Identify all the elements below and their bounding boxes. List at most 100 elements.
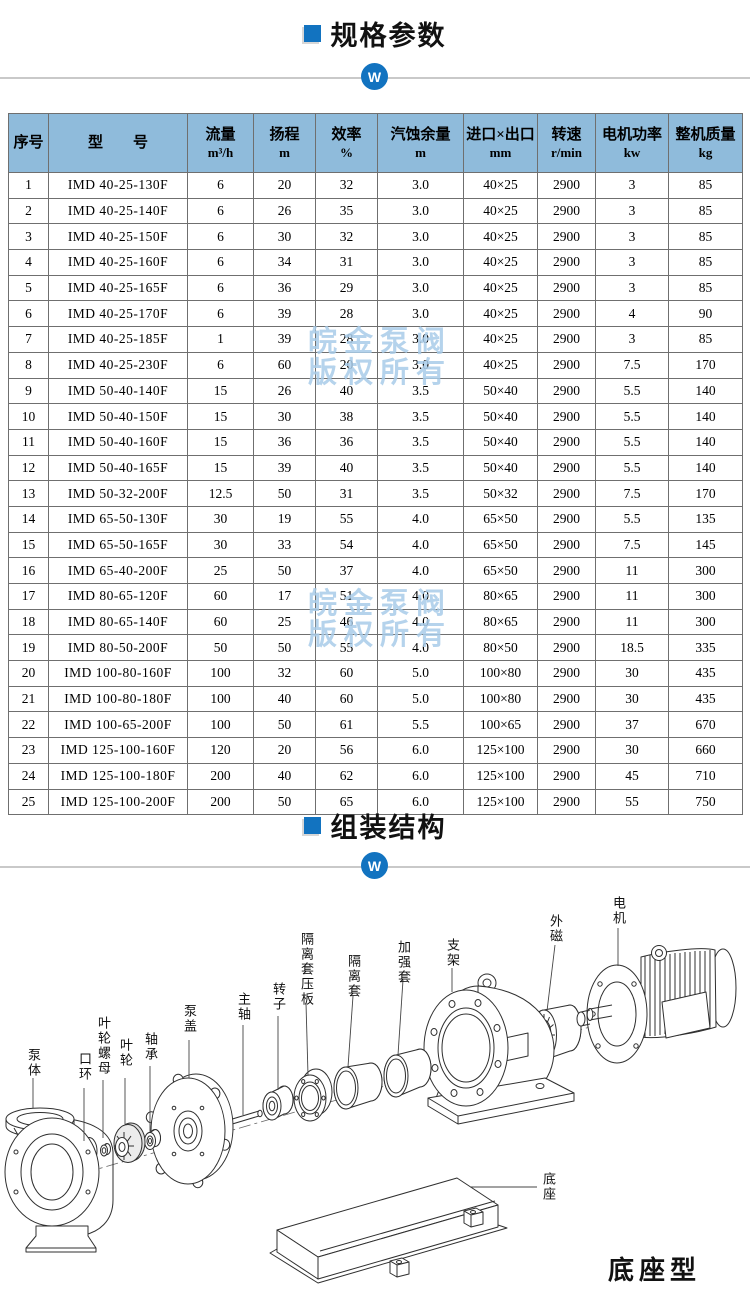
value-cell: 3: [8, 223, 49, 251]
value-cell: 7.5: [595, 531, 669, 559]
value-cell: 25: [187, 557, 254, 584]
value-cell: 3.0: [377, 223, 464, 251]
value-cell: 5.5: [595, 377, 669, 405]
part-containment-shell: [333, 1062, 383, 1110]
value-cell: 335: [668, 634, 743, 662]
value-cell: 8: [8, 351, 49, 379]
part-label-bracket: 支架: [445, 938, 460, 968]
spec-table: 序号型 号流量 m³/h 扬程 m 效率% 汽蚀余量 m 进口×出口 mm 转速 r/min 电机功率…: [8, 113, 743, 816]
value-cell: 30: [595, 737, 669, 764]
value-cell: 710: [668, 762, 743, 790]
value-cell: 6.0: [377, 762, 464, 790]
value-cell: 4.0: [377, 557, 464, 584]
table-header-row: 序号型 号流量 m³/h 扬程 m 效率% 汽蚀余量 m 进口×出口 mm 转速 r/min 电机功率…: [8, 113, 743, 173]
value-cell: 2900: [537, 172, 596, 199]
value-cell: 6.0: [377, 737, 464, 764]
value-cell: 60: [315, 685, 378, 713]
value-cell: 3.5: [377, 377, 464, 405]
value-cell: 170: [668, 351, 743, 379]
value-cell: 40×25: [463, 172, 538, 199]
value-cell: 660: [668, 737, 743, 764]
value-cell: 7.5: [595, 480, 669, 507]
value-cell: 3.5: [377, 480, 464, 507]
value-cell: 3: [595, 223, 669, 251]
value-cell: 16: [8, 557, 49, 584]
model-cell: IMD 125-100-200F: [48, 788, 188, 816]
value-cell: 19: [8, 634, 49, 662]
part-bracket: [423, 973, 575, 1125]
column-header: 转速 r/min: [537, 113, 596, 173]
part-label-pump-cover: 泵盖: [182, 1004, 197, 1034]
value-cell: 11: [8, 428, 49, 456]
value-cell: 40×25: [463, 274, 538, 302]
value-cell: 4.0: [377, 634, 464, 662]
value-cell: 135: [668, 505, 743, 533]
value-cell: 28: [315, 326, 378, 353]
value-cell: 670: [668, 711, 743, 739]
value-cell: 5.5: [595, 428, 669, 456]
value-cell: 30: [253, 403, 316, 430]
table-row: 5 IMD 40-25-165F 6 36 29 3.0 40×25 2900 3 85: [8, 274, 743, 302]
value-cell: 125×100: [463, 737, 538, 764]
value-cell: 5.5: [595, 454, 669, 482]
model-cell: IMD 100-80-160F: [48, 660, 188, 687]
column-header: 进口×出口 mm: [463, 113, 538, 173]
value-cell: 1: [187, 326, 254, 353]
value-cell: 2900: [537, 197, 596, 225]
value-cell: 65×50: [463, 505, 538, 533]
value-cell: 61: [315, 711, 378, 739]
column-header: 型 号: [48, 113, 188, 173]
value-cell: 200: [187, 788, 254, 816]
value-cell: 100×80: [463, 660, 538, 687]
value-cell: 60: [187, 608, 254, 636]
value-cell: 435: [668, 685, 743, 713]
value-cell: 51: [315, 583, 378, 610]
value-cell: 5.5: [595, 403, 669, 430]
value-cell: 50×40: [463, 428, 538, 456]
value-cell: 7: [8, 326, 49, 353]
value-cell: 60: [315, 660, 378, 687]
value-cell: 140: [668, 377, 743, 405]
value-cell: 200: [187, 762, 254, 790]
value-cell: 6: [187, 274, 254, 302]
value-cell: 25: [253, 608, 316, 636]
value-cell: 2900: [537, 711, 596, 739]
brand-badge-letter: W: [367, 857, 382, 874]
value-cell: 5.5: [595, 505, 669, 533]
section-title-specs: 规格参数: [0, 14, 750, 53]
value-cell: 30: [187, 505, 254, 533]
part-bearing: [144, 1129, 161, 1150]
value-cell: 100×80: [463, 685, 538, 713]
model-cell: IMD 100-80-180F: [48, 685, 188, 713]
value-cell: 39: [253, 454, 316, 482]
model-cell: IMD 65-50-130F: [48, 505, 188, 533]
value-cell: 3.0: [377, 197, 464, 225]
value-cell: 40×25: [463, 326, 538, 353]
value-cell: 80×65: [463, 608, 538, 636]
value-cell: 50×40: [463, 377, 538, 405]
value-cell: 3.0: [377, 249, 464, 276]
value-cell: 65: [315, 788, 378, 816]
value-cell: 140: [668, 403, 743, 430]
value-cell: 29: [315, 274, 378, 302]
value-cell: 120: [187, 737, 254, 764]
table-row: 10 IMD 50-40-150F 15 30 38 3.5 50×40 2900 5.5 140: [8, 403, 743, 430]
column-header: 效率%: [315, 113, 378, 173]
table-row: 19 IMD 80-50-200F 50 50 55 4.0 80×50 2900 18.5 33…: [8, 634, 743, 662]
model-cell: IMD 80-65-140F: [48, 608, 188, 636]
value-cell: 10: [8, 403, 49, 430]
value-cell: 17: [8, 583, 49, 610]
table-row: 4 IMD 40-25-160F 6 34 31 3.0 40×25 2900 3 85: [8, 249, 743, 276]
value-cell: 40: [315, 377, 378, 405]
part-label-impeller-nut: 叶轮螺母: [96, 1016, 111, 1076]
value-cell: 23: [8, 737, 49, 764]
value-cell: 170: [668, 480, 743, 507]
table-row: 14 IMD 65-50-130F 30 19 55 4.0 65×50 2900 5.5 135: [8, 505, 743, 533]
section-title-text: 规格参数: [330, 21, 447, 51]
value-cell: 40×25: [463, 351, 538, 379]
value-cell: 38: [315, 403, 378, 430]
value-cell: 2900: [537, 583, 596, 610]
part-label-clamp-plate: 隔离套压板: [299, 932, 314, 1007]
value-cell: 125×100: [463, 762, 538, 790]
